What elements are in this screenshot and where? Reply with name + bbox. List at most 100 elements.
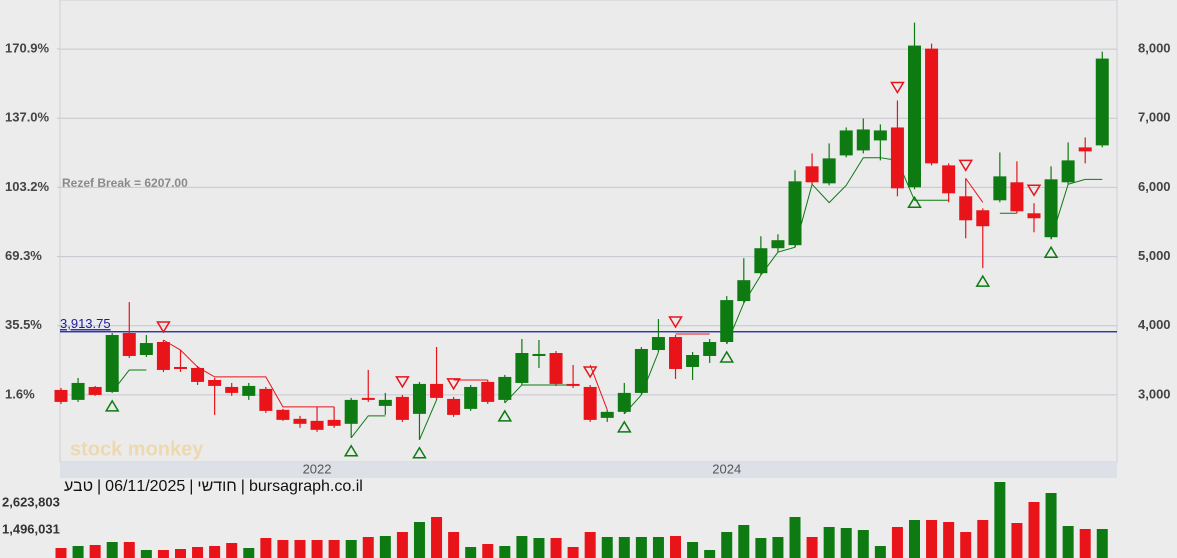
volume-bar: [704, 549, 716, 558]
volume-bar: [909, 519, 920, 558]
buy-signal: [719, 350, 735, 363]
candle-body: [617, 392, 631, 412]
volume-bar: [311, 540, 323, 558]
volume-bar: [584, 532, 596, 558]
candle-body: [139, 343, 153, 356]
volume-bar: [823, 527, 835, 558]
candle-body: [651, 337, 665, 351]
volume-bar: [106, 541, 118, 558]
volume-bar: [55, 548, 67, 558]
candle-body: [122, 333, 136, 356]
candle-body: [925, 48, 939, 164]
volume-bar: [431, 517, 443, 558]
volume-bar: [277, 540, 289, 558]
sell-signal: [582, 366, 598, 379]
volume-bar: [601, 536, 613, 558]
volume-bar: [72, 545, 84, 558]
volume-bar: [738, 524, 750, 558]
candle-body: [276, 409, 290, 420]
header-symbol: טבע: [64, 478, 94, 495]
y2-tick-label: 69.3%: [5, 248, 42, 263]
x-tick-label: 2022: [303, 461, 332, 476]
candle-body: [208, 379, 222, 386]
y-tick-label: 5,000: [1138, 248, 1171, 263]
candle-body: [361, 397, 375, 400]
volume-bar: [362, 536, 374, 558]
y-tick-label: 4,000: [1138, 317, 1171, 332]
volume-bar: [1011, 523, 1023, 558]
volume-bar: [294, 540, 306, 558]
candle-body: [890, 127, 904, 189]
buy-signal: [343, 444, 359, 457]
sell-signal: [890, 81, 905, 94]
candle-body: [600, 411, 614, 418]
candle-body: [515, 353, 529, 383]
candle-body: [293, 418, 307, 424]
separator: |: [97, 478, 102, 495]
candle-body: [378, 399, 392, 406]
volume-bar: [772, 536, 784, 558]
sell-signal: [668, 316, 683, 329]
candle-body: [327, 419, 341, 426]
candle-body: [481, 381, 495, 402]
volume-bar: [413, 522, 425, 558]
candle-body: [225, 386, 239, 393]
candle-body: [1044, 179, 1058, 238]
volume-bar: [499, 545, 511, 558]
buy-signal: [907, 195, 922, 209]
candle-body: [703, 342, 717, 356]
sell-signal: [958, 159, 974, 172]
candle-body: [88, 386, 102, 395]
candle-body: [1095, 58, 1109, 146]
volume-bar: [1062, 526, 1074, 558]
volume-bar: [448, 532, 460, 558]
volume-bar: [926, 519, 938, 558]
y2-tick-label: 137.0%: [5, 110, 50, 125]
volume-bar: [1028, 501, 1040, 558]
volume-bar: [840, 527, 852, 558]
volume-bar: [755, 537, 767, 558]
candle-body: [173, 366, 187, 369]
buy-signal: [497, 409, 513, 422]
candle-body: [532, 353, 546, 356]
volume-bar: [140, 549, 152, 558]
candle-body: [310, 420, 324, 430]
candle-body: [737, 280, 751, 302]
volume-bar: [687, 541, 699, 558]
candle-body: [839, 130, 853, 156]
y2-tick-label: 170.9%: [5, 40, 50, 55]
volume-bar: [721, 532, 733, 558]
buy-signal: [616, 420, 632, 433]
candle-body: [959, 196, 973, 221]
candle-body: [259, 388, 273, 411]
candle-body: [669, 337, 683, 369]
volume-bar: [328, 540, 340, 558]
volume-bar: [123, 541, 135, 558]
candle-body: [344, 399, 358, 424]
stop-line: [965, 178, 984, 203]
candle-body: [242, 385, 256, 396]
candle-body: [754, 248, 768, 274]
volume-bar: [857, 530, 869, 558]
y2-tick-label: 1.6%: [5, 387, 35, 402]
y-tick-label: 3,000: [1138, 386, 1171, 401]
volume-bar: [345, 540, 357, 558]
header-date: 06/11/2025: [105, 478, 186, 495]
volume-bar: [994, 481, 1006, 558]
candle-body: [54, 389, 68, 402]
header-period: חודשי: [197, 478, 237, 495]
volume-bar: [192, 546, 204, 558]
volume-bar: [567, 546, 579, 558]
volume-bar: [260, 537, 272, 558]
x-axis-band: [60, 462, 1117, 478]
candle-body: [942, 165, 956, 194]
volume-bar: [977, 519, 989, 558]
volume-bar: [1045, 493, 1057, 558]
sell-signal: [395, 376, 410, 389]
volume-bar: [226, 543, 238, 558]
candle-body: [447, 398, 461, 415]
volume-bar: [482, 544, 494, 558]
x-tick-label: 2024: [712, 461, 741, 476]
candle-body: [430, 383, 444, 398]
